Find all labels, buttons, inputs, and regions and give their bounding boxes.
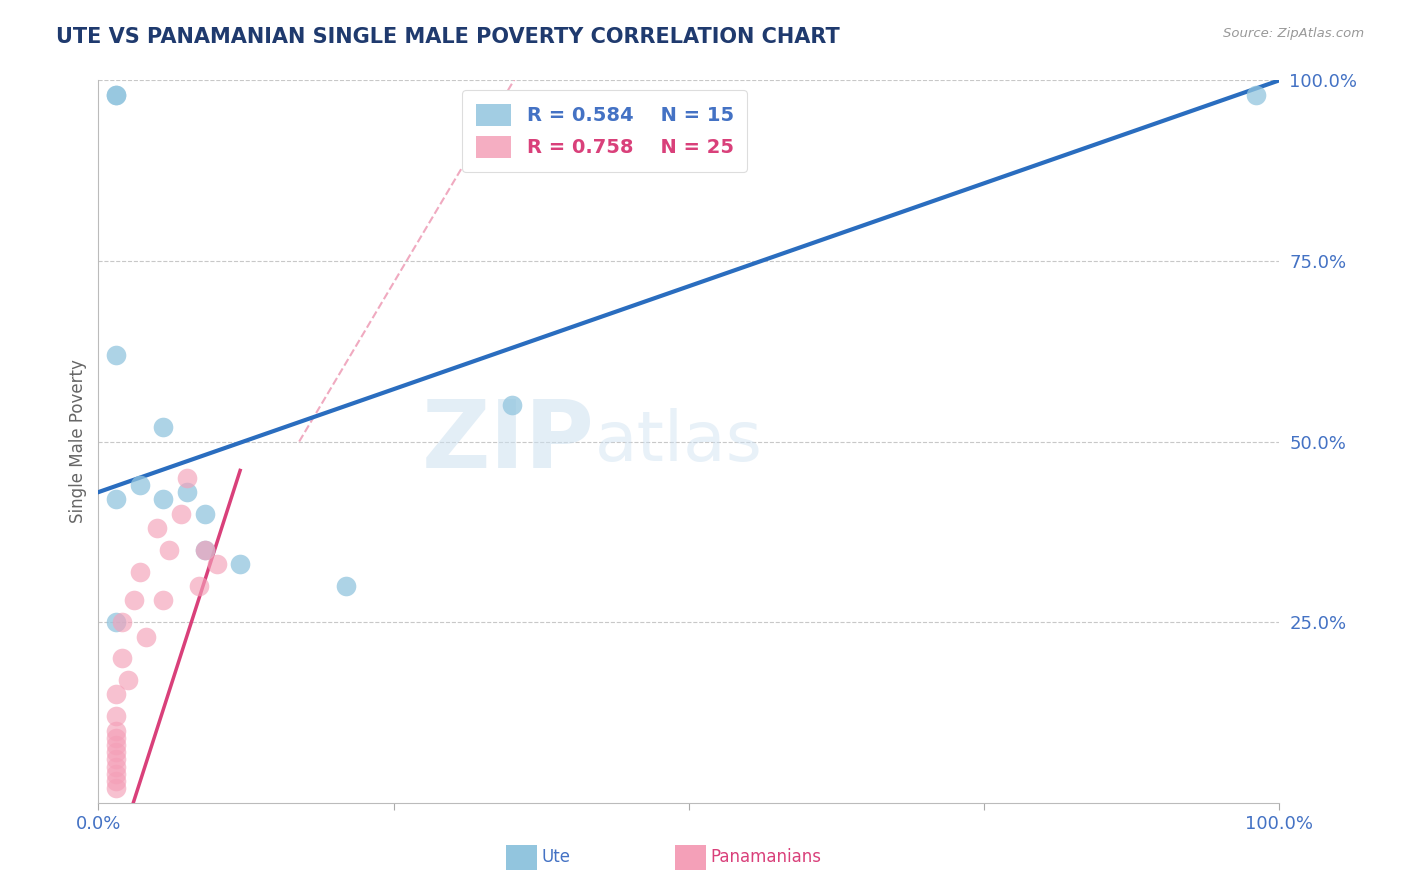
Legend: R = 0.584    N = 15, R = 0.758    N = 25: R = 0.584 N = 15, R = 0.758 N = 25 (463, 90, 748, 172)
Point (111, 651, 134, 665)
Point (105, 760, 128, 774)
Point (105, 87, 128, 102)
Point (157, 542, 180, 557)
Point (105, 731, 128, 745)
Point (111, 615, 134, 630)
Text: ZIP: ZIP (422, 395, 595, 488)
Point (105, 615, 128, 630)
Point (194, 507, 217, 521)
Point (105, 492, 128, 507)
Point (229, 558, 252, 572)
Text: Ute: Ute (541, 848, 571, 866)
Text: atlas: atlas (595, 408, 762, 475)
Point (135, 630, 157, 644)
Text: UTE VS PANAMANIAN SINGLE MALE POVERTY CORRELATION CHART: UTE VS PANAMANIAN SINGLE MALE POVERTY CO… (56, 27, 839, 46)
Point (105, 745, 128, 759)
Point (105, 738, 128, 752)
Point (176, 485, 198, 500)
Text: Source: ZipAtlas.com: Source: ZipAtlas.com (1223, 27, 1364, 40)
Point (152, 492, 174, 507)
Point (152, 593, 174, 607)
Point (176, 470, 198, 484)
Text: Panamanians: Panamanians (710, 848, 821, 866)
Point (205, 558, 228, 572)
Point (105, 709, 128, 723)
Point (122, 593, 145, 607)
Point (194, 542, 217, 557)
Point (1244, 87, 1267, 102)
Point (105, 752, 128, 766)
Point (105, 348, 128, 362)
Point (105, 687, 128, 701)
Y-axis label: Single Male Poverty: Single Male Poverty (69, 359, 87, 524)
Point (501, 398, 523, 412)
Point (335, 579, 357, 593)
Point (170, 507, 193, 521)
Point (105, 87, 128, 102)
Point (146, 521, 169, 535)
Point (105, 767, 128, 781)
Point (105, 723, 128, 738)
Point (187, 579, 209, 593)
Point (105, 781, 128, 796)
Point (128, 565, 150, 579)
Point (105, 774, 128, 789)
Point (152, 420, 174, 434)
Point (128, 478, 150, 492)
Point (194, 542, 217, 557)
Point (117, 673, 139, 687)
